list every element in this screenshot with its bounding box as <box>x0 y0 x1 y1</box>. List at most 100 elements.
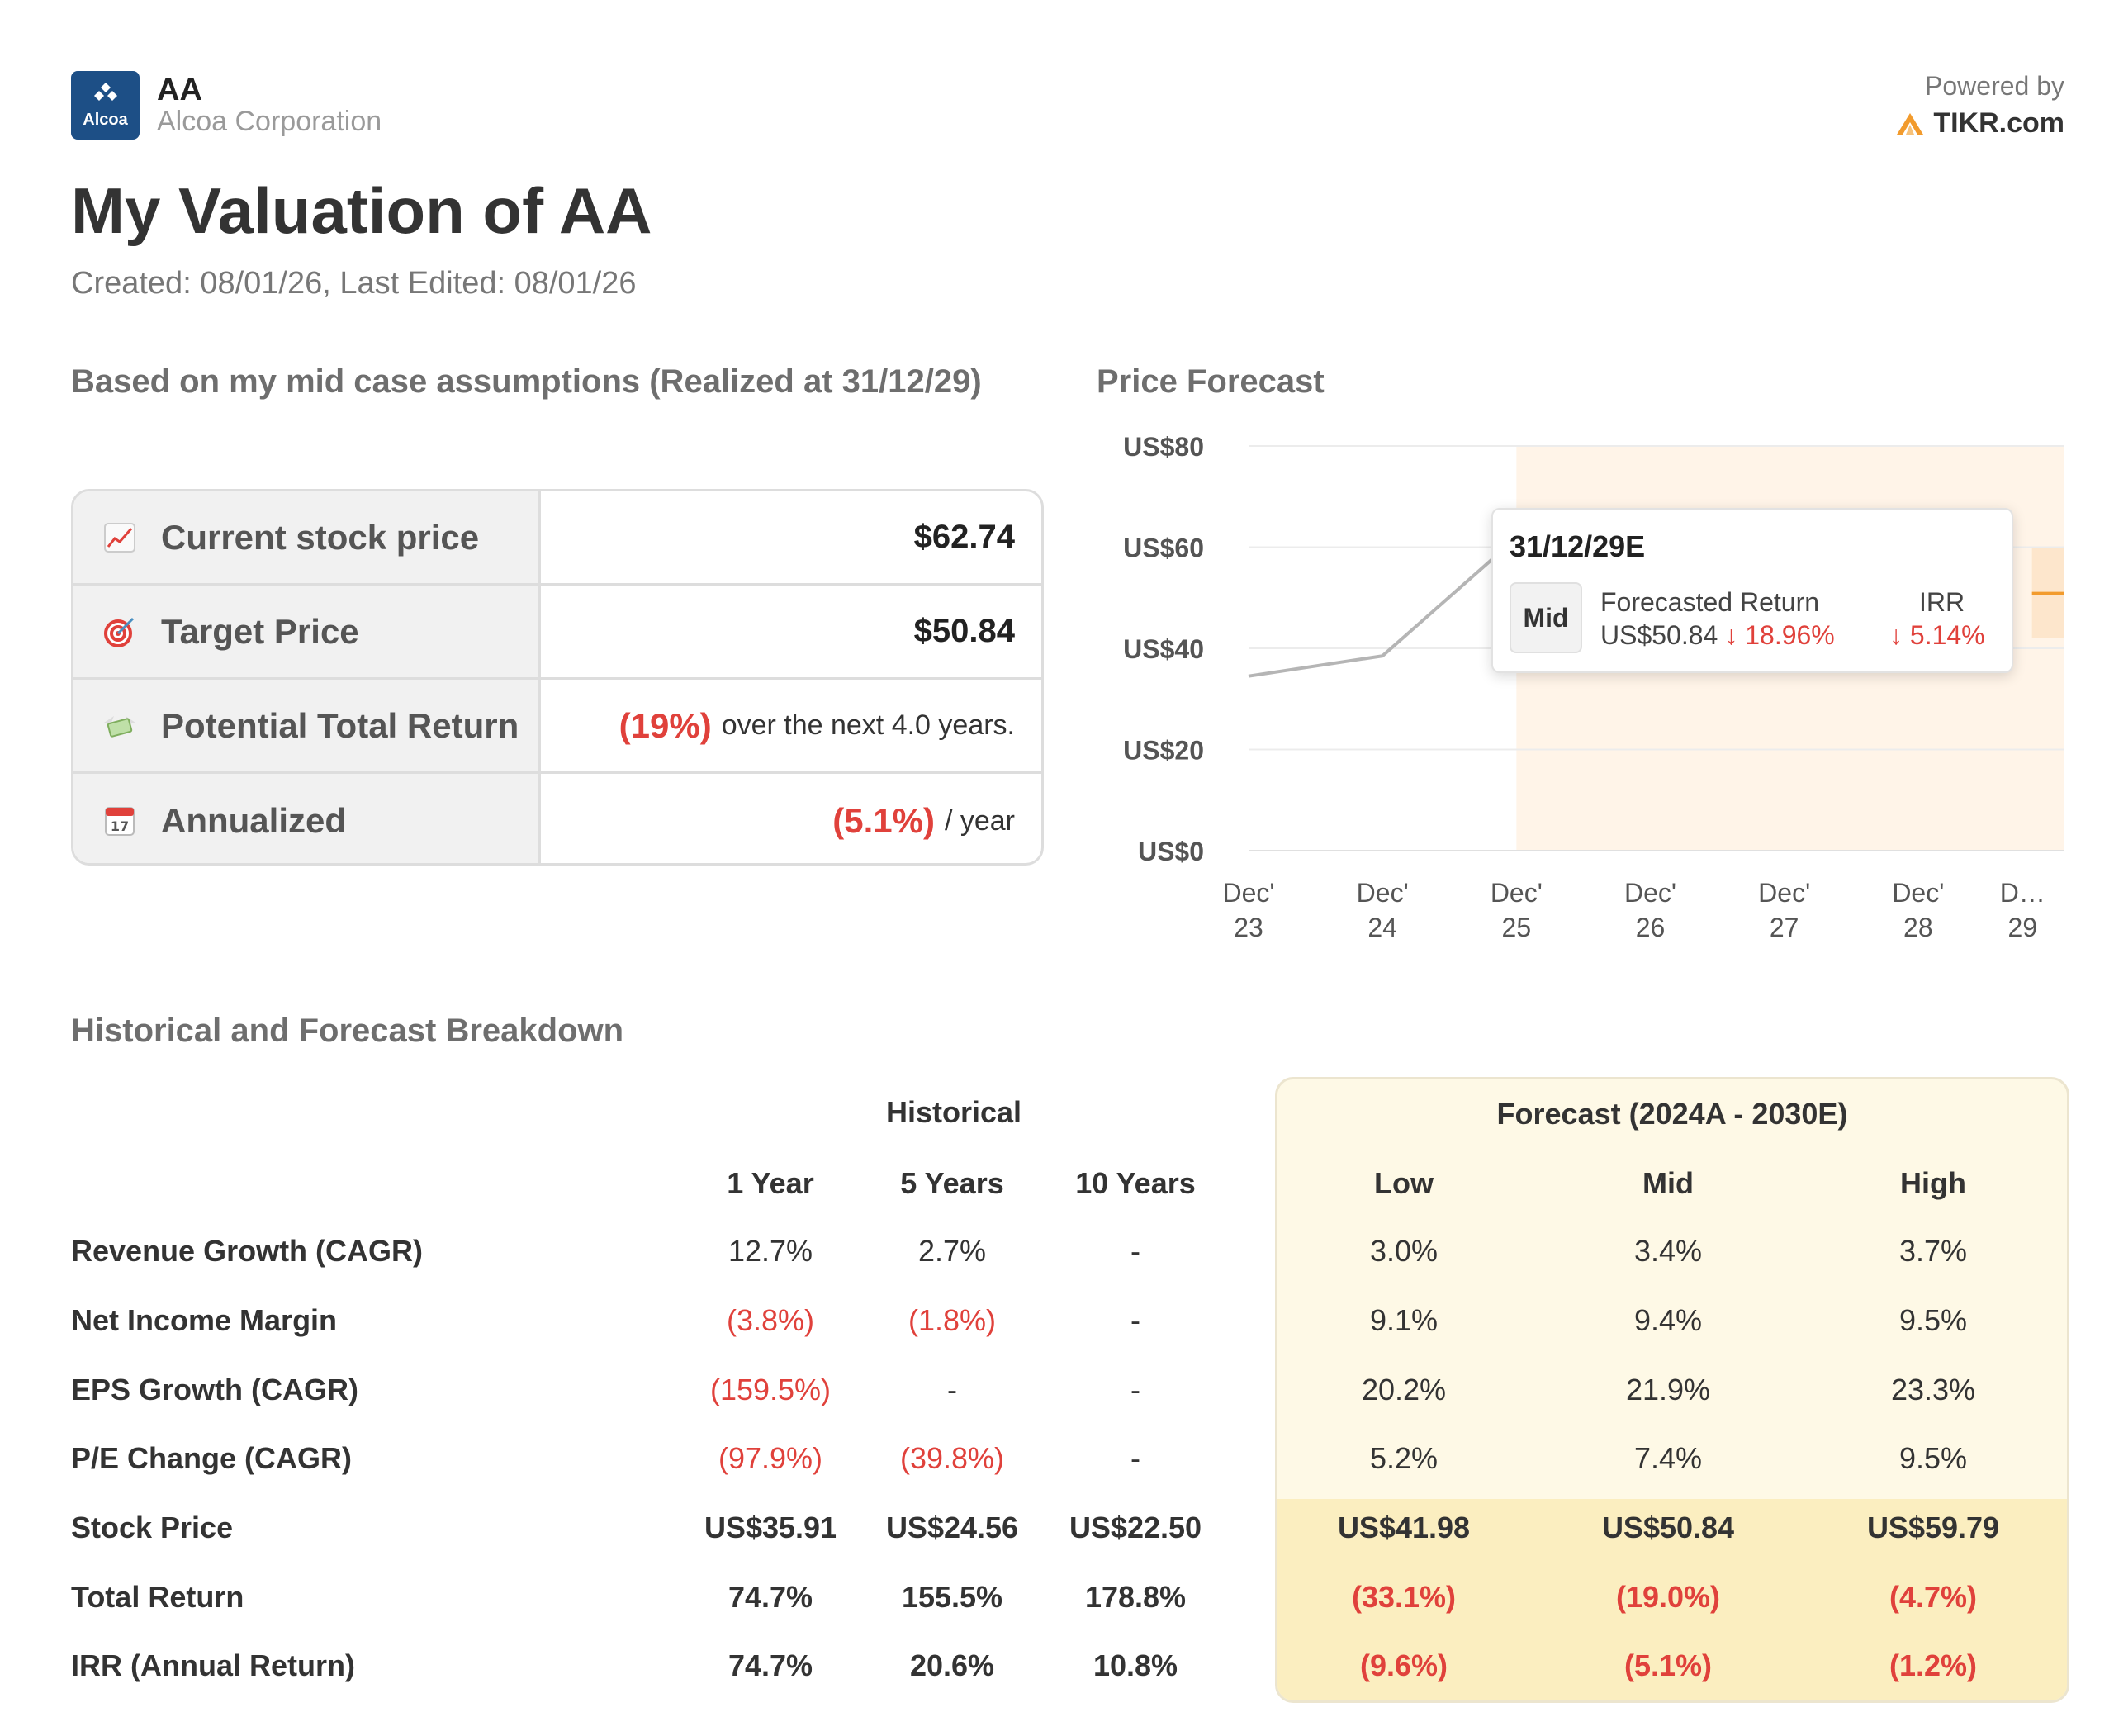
forecast-col-header: High <box>1900 1166 1966 1200</box>
forecast-cell: 3.0% <box>1369 1234 1439 1268</box>
target-icon <box>102 615 138 648</box>
current-price-value: $62.74 <box>913 519 1015 555</box>
row-label: Net Income Margin <box>71 1303 338 1337</box>
summary-row-total-return: Potential Total Return (19%) over the ne… <box>73 680 1041 774</box>
x-tick-label: Dec' <box>1357 878 1409 908</box>
forecast-cell: (33.1%) <box>1351 1580 1457 1614</box>
y-tick-label: US$60 <box>1123 534 1204 563</box>
forecast-cell: 21.9% <box>1625 1373 1711 1406</box>
y-tick-label: US$0 <box>1138 837 1204 866</box>
historical-cell: 74.7% <box>728 1580 813 1614</box>
forecast-cell: (1.2%) <box>1889 1648 1978 1682</box>
chart-tooltip: 31/12/29E Mid Forecasted Return US$50.84… <box>1491 508 2013 673</box>
historical-cell: 2.7% <box>917 1234 987 1268</box>
forecast-cell: 7.4% <box>1633 1441 1703 1475</box>
historical-col-header: 5 Years <box>900 1166 1004 1200</box>
forecast-panel <box>1275 1077 2069 1703</box>
y-tick-label: US$80 <box>1123 432 1204 462</box>
summary-row-annualized: 17 Annualized (5.1%) / year <box>73 774 1041 863</box>
historical-col-header: 1 Year <box>727 1166 814 1200</box>
alcoa-logo-icon <box>71 83 140 108</box>
annualized-value: (5.1%) <box>832 801 935 840</box>
page-title: My Valuation of AA <box>71 174 652 247</box>
summary-label: Current stock price <box>161 517 480 557</box>
forecast-cell: 20.2% <box>1361 1373 1447 1406</box>
x-tick-label: 28 <box>1903 913 1933 942</box>
forecast-cell: (4.7%) <box>1889 1580 1978 1614</box>
forecast-cell: 9.4% <box>1633 1303 1703 1337</box>
summary-heading: Based on my mid case assumptions (Realiz… <box>71 363 982 400</box>
forecast-cell: US$59.79 <box>1866 1511 2000 1544</box>
forecast-col-header: Mid <box>1642 1166 1694 1200</box>
historical-cell: 74.7% <box>728 1648 813 1682</box>
price-forecast-heading: Price Forecast <box>1097 363 1325 400</box>
x-tick-label: 27 <box>1770 913 1799 942</box>
historical-cell: (3.8%) <box>726 1303 815 1337</box>
x-tick-label: 23 <box>1234 913 1263 942</box>
calendar-icon: 17 <box>102 804 138 837</box>
historical-cell: US$22.50 <box>1069 1511 1202 1544</box>
forecast-cell: 5.2% <box>1369 1441 1439 1475</box>
forecast-cell: 3.7% <box>1898 1234 1968 1268</box>
historical-cell: - <box>947 1373 957 1406</box>
svg-text:17: 17 <box>111 818 129 834</box>
historical-cell: 10.8% <box>1093 1648 1178 1682</box>
historical-cell: 178.8% <box>1084 1580 1187 1614</box>
valuation-summary-table: Current stock price $62.74 Target Price … <box>71 489 1044 866</box>
forecast-cell: 9.5% <box>1898 1441 1968 1475</box>
forecast-cell: (5.1%) <box>1623 1648 1713 1682</box>
historical-cell: (159.5%) <box>709 1373 832 1406</box>
row-label: Revenue Growth (CAGR) <box>71 1234 424 1268</box>
total-return-suffix: over the next 4.0 years. <box>721 709 1015 741</box>
row-label: Stock Price <box>71 1511 234 1544</box>
tikr-brand-link[interactable]: TIKR.com <box>1895 107 2064 140</box>
historical-cell: 155.5% <box>901 1580 1003 1614</box>
historical-cell: US$35.91 <box>704 1511 837 1544</box>
tooltip-irr-value: ↓ 5.14% <box>1889 620 1985 650</box>
forecast-cell: 23.3% <box>1890 1373 1976 1406</box>
forecast-group-header: Forecast (2024A - 2030E) <box>1496 1097 1848 1131</box>
summary-row-target-price: Target Price $50.84 <box>73 586 1041 680</box>
forecast-col-header: Low <box>1374 1166 1434 1200</box>
historical-cell: (97.9%) <box>718 1441 823 1475</box>
historical-cell: - <box>1130 1303 1140 1337</box>
historical-cell: 12.7% <box>728 1234 813 1268</box>
summary-label: Annualized <box>161 801 347 840</box>
forecast-cell: US$41.98 <box>1337 1511 1471 1544</box>
historical-cell: - <box>1130 1373 1140 1406</box>
price-forecast-chart[interactable]: US$0 US$20 US$40 US$60 US$80 Dec' 23 Dec' 24 Dec… <box>1074 413 2064 958</box>
x-tick-label: 25 <box>1502 913 1532 942</box>
x-tick-label: Dec' <box>1491 878 1543 908</box>
forecast-results-band <box>1277 1499 2067 1700</box>
powered-by-label: Powered by <box>1925 71 2064 101</box>
tooltip-irr-label: IRR <box>1919 587 1965 617</box>
historical-cell: - <box>1130 1234 1140 1268</box>
company-logo: Alcoa <box>71 71 140 140</box>
money-with-wings-icon <box>102 709 138 742</box>
forecast-cell: (9.6%) <box>1359 1648 1448 1682</box>
summary-label: Target Price <box>161 611 359 651</box>
forecast-cell: (19.0%) <box>1615 1580 1721 1614</box>
x-tick-label: Dec' <box>1892 878 1944 908</box>
historical-cell: (1.8%) <box>908 1303 997 1337</box>
ticker-symbol: AA <box>157 73 202 107</box>
x-tick-label: 29 <box>2008 913 2038 942</box>
x-tick-label: Dec' <box>1624 878 1676 908</box>
forecast-cell: US$50.84 <box>1601 1511 1735 1544</box>
tooltip-return-price: US$50.84 <box>1600 620 1718 650</box>
chart-increasing-icon <box>102 521 138 554</box>
x-tick-label: 24 <box>1367 913 1397 942</box>
historical-cell: (39.8%) <box>899 1441 1005 1475</box>
breakdown-heading: Historical and Forecast Breakdown <box>71 1013 624 1049</box>
created-edited-dates: Created: 08/01/26, Last Edited: 08/01/26 <box>71 266 637 301</box>
company-name: Alcoa Corporation <box>157 106 382 137</box>
x-tick-label: Dec' <box>1758 878 1810 908</box>
historical-cell: - <box>1130 1441 1140 1475</box>
row-label: Total Return <box>71 1580 244 1614</box>
total-return-value: (19%) <box>619 705 712 745</box>
x-tick-label: Dec' <box>1222 878 1274 908</box>
annualized-suffix: / year <box>944 804 1015 837</box>
y-tick-label: US$20 <box>1123 736 1204 766</box>
historical-cell: 20.6% <box>909 1648 995 1682</box>
tooltip-return-label: Forecasted Return <box>1600 587 1820 617</box>
